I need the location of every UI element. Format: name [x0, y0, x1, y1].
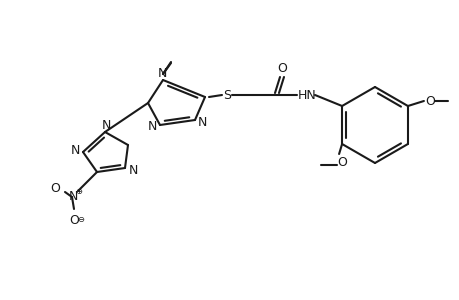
Text: S: S [223, 88, 230, 101]
Text: N: N [157, 67, 166, 80]
Text: O: O [276, 61, 286, 74]
Text: O: O [50, 182, 60, 194]
Text: N: N [147, 119, 157, 133]
Text: O: O [336, 155, 346, 169]
Text: N: N [128, 164, 137, 176]
Text: N: N [101, 118, 111, 131]
Text: ⊕: ⊕ [75, 187, 82, 196]
Text: N: N [197, 116, 206, 128]
Text: N: N [70, 143, 79, 157]
Text: ⊖: ⊖ [77, 215, 84, 224]
Text: O: O [69, 214, 79, 226]
Text: HN: HN [297, 88, 316, 101]
Text: N: N [68, 190, 78, 202]
Text: O: O [424, 94, 434, 107]
